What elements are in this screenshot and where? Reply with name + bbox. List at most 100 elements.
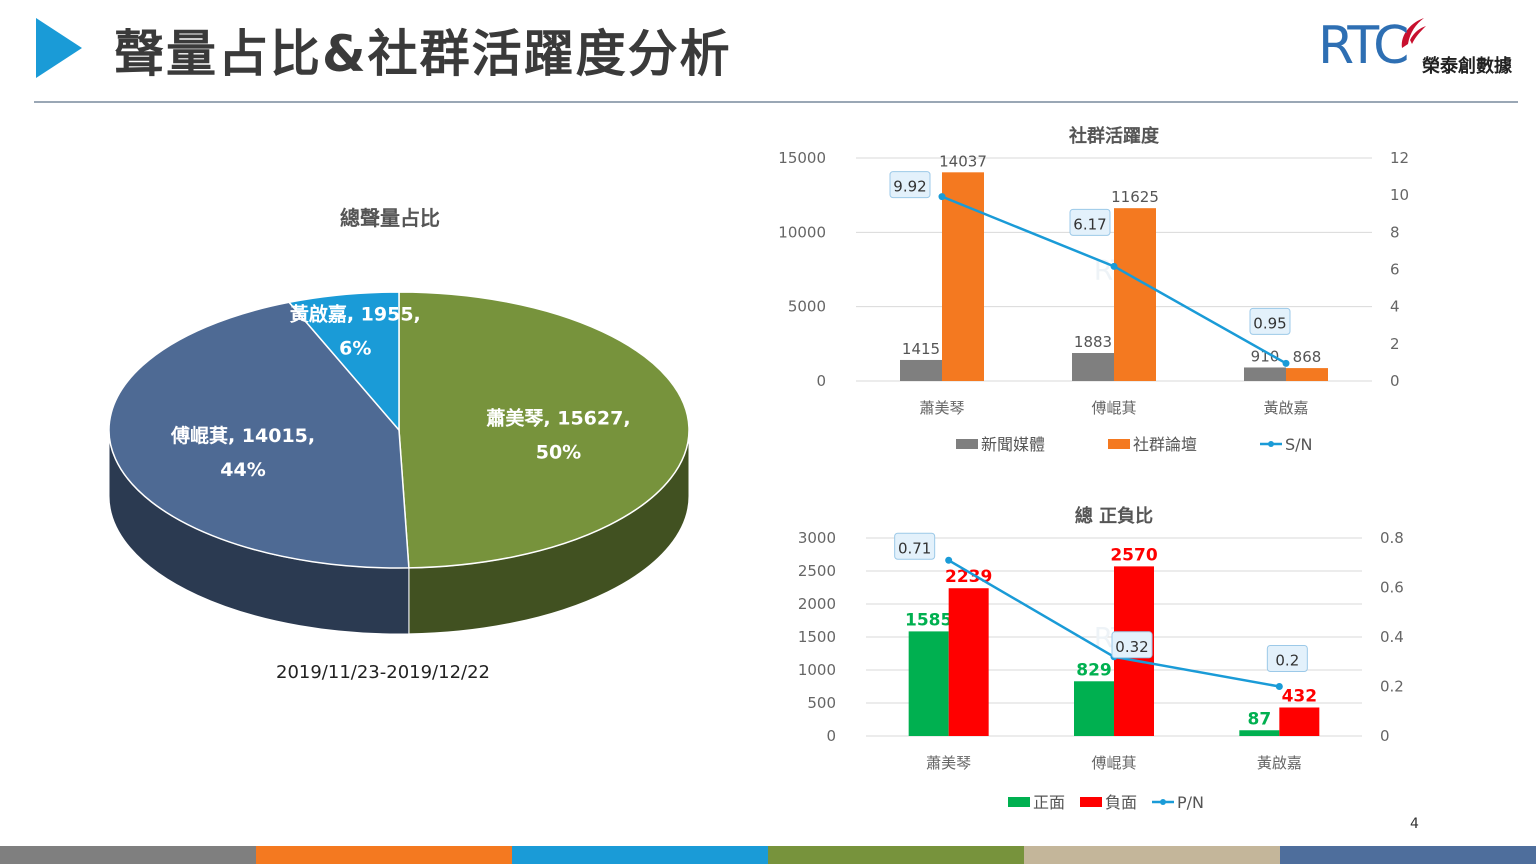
y-tick-label: 500 (807, 694, 836, 712)
y2-tick-label: 2 (1390, 335, 1400, 353)
line-point (945, 556, 953, 564)
pie-slice-percent: 50% (536, 442, 581, 464)
y2-tick-label: 0.6 (1380, 579, 1404, 597)
line-value-label: 0.95 (1253, 314, 1286, 332)
bar-value-label: 11625 (1111, 188, 1159, 206)
pie-slice (287, 291, 400, 433)
line-label-box (894, 532, 936, 560)
line-label-box (1266, 645, 1308, 672)
bottom-bar-segment (512, 846, 768, 864)
y2-tick-label: 12 (1390, 149, 1409, 167)
y-tick-label: 3000 (798, 529, 836, 547)
y-tick-label: 10000 (778, 223, 826, 241)
bar-value-label: 2239 (945, 567, 992, 587)
chart-title: 社群活躍度 (1069, 125, 1160, 147)
legend-label: 社群論壇 (1133, 435, 1197, 454)
legend-label: 新聞媒體 (981, 435, 1045, 454)
y-tick-label: 1500 (798, 628, 836, 646)
bar-正面 (1074, 681, 1114, 736)
y2-tick-label: 4 (1390, 298, 1400, 316)
bar-正面 (908, 631, 949, 736)
bar-value-label: 1585 (905, 610, 952, 630)
bar-負面 (1279, 707, 1320, 736)
company-logo: RTC (1318, 16, 1409, 76)
x-tick-label: 黃啟嘉 (1263, 399, 1308, 417)
line-value-label: 0.71 (898, 539, 931, 557)
x-tick-label: 傅崐萁 (1091, 399, 1136, 417)
bar-社群論壇 (1286, 368, 1328, 381)
y2-tick-label: 0.4 (1380, 628, 1404, 646)
y2-tick-label: 0 (1380, 727, 1390, 745)
bottom-bar-segment (768, 846, 1024, 864)
pie-slice (108, 301, 410, 569)
bottom-color-bar (0, 846, 1536, 864)
pie-chart-title: 總聲量占比 (340, 206, 440, 230)
bar-value-label: 829 (1076, 660, 1112, 680)
bar-新聞媒體 (1244, 367, 1286, 381)
bar-value-label: 1883 (1074, 333, 1112, 351)
pie-date-range: 2019/11/23-2019/12/22 (276, 662, 490, 683)
bar-社群論壇 (942, 172, 984, 381)
bar-負面 (948, 588, 989, 736)
x-tick-label: 蕭美琴 (926, 754, 971, 772)
legend-swatch (1080, 797, 1102, 807)
line-label-box (1249, 307, 1291, 335)
y-tick-label: 15000 (778, 149, 826, 167)
chart-title: 總 正負比 (1075, 505, 1153, 527)
title-triangle-icon (36, 18, 82, 78)
bar-value-label: 910 (1251, 347, 1280, 365)
y-tick-label: 2000 (798, 595, 836, 613)
bottom-bar-segment (1024, 846, 1280, 864)
line-value-label: 9.92 (893, 178, 926, 196)
logo-swoosh-icon (1401, 18, 1426, 48)
y-tick-label: 0 (826, 727, 836, 745)
bottom-bar-segment (256, 846, 512, 864)
y2-tick-label: 10 (1390, 186, 1409, 204)
legend-swatch-dot (1268, 441, 1274, 447)
line-label-box (889, 171, 931, 199)
bar-value-label: 432 (1282, 686, 1318, 706)
bar-value-label: 868 (1293, 348, 1322, 366)
legend-label: P/N (1177, 793, 1204, 812)
bottom-bar-segment (0, 846, 256, 864)
bar-value-label: 1415 (902, 340, 940, 358)
y2-tick-label: 6 (1390, 261, 1400, 279)
pie-slice-label: 傅崐萁, 14015, (170, 424, 315, 447)
line-point (938, 193, 946, 201)
pie-slice-label: 黃啟嘉, 1955, (290, 302, 421, 325)
x-tick-label: 黃啟嘉 (1257, 754, 1302, 772)
bar-新聞媒體 (1072, 353, 1114, 381)
pie-chart: 蕭美琴, 15627, 50% 傅崐萁, 14015, 44% 黃啟嘉, 1955, 6% (108, 291, 690, 635)
page-number: 4 (1410, 816, 1419, 832)
page-title: 聲量占比&社群活躍度分析 (114, 25, 732, 83)
line-point (1110, 262, 1118, 270)
line-value-label: 0.32 (1115, 638, 1148, 656)
pie-slice-percent: 6% (339, 337, 371, 359)
y2-tick-label: 0.2 (1380, 678, 1404, 696)
x-tick-label: 蕭美琴 (919, 399, 964, 417)
legend-label: 正面 (1033, 793, 1065, 812)
y2-tick-label: 8 (1390, 223, 1400, 241)
line-point (1275, 683, 1283, 690)
line-label-box (1069, 208, 1111, 236)
bar-新聞媒體 (900, 359, 942, 381)
legend-swatch (1108, 439, 1130, 449)
y2-tick-label: 0.8 (1380, 529, 1404, 547)
bar-value-label: 14037 (939, 152, 987, 170)
y-tick-label: 2500 (798, 562, 836, 580)
line-value-label: 6.17 (1073, 215, 1106, 233)
bar-社群論壇 (1114, 208, 1156, 381)
bar-正面 (1239, 730, 1280, 736)
pie-slice-label: 蕭美琴, 15627, (486, 407, 630, 430)
x-tick-label: 傅崐萁 (1091, 754, 1136, 772)
legend-swatch (1008, 797, 1030, 807)
title-divider (34, 101, 1518, 103)
sentiment-ratio-chart: 總 正負比 0 500 1000 1500 2000 2500 3000 0 0.2 0.4 0.6 0… (798, 505, 1404, 812)
pie-slice (398, 291, 690, 569)
y-tick-label: 0 (816, 372, 826, 390)
company-name: 榮泰創數據 (1422, 56, 1512, 77)
y2-tick-label: 0 (1390, 372, 1400, 390)
bar-value-label: 2570 (1110, 545, 1157, 565)
legend-label: 負面 (1105, 793, 1137, 812)
bottom-bar-segment (1280, 846, 1536, 864)
